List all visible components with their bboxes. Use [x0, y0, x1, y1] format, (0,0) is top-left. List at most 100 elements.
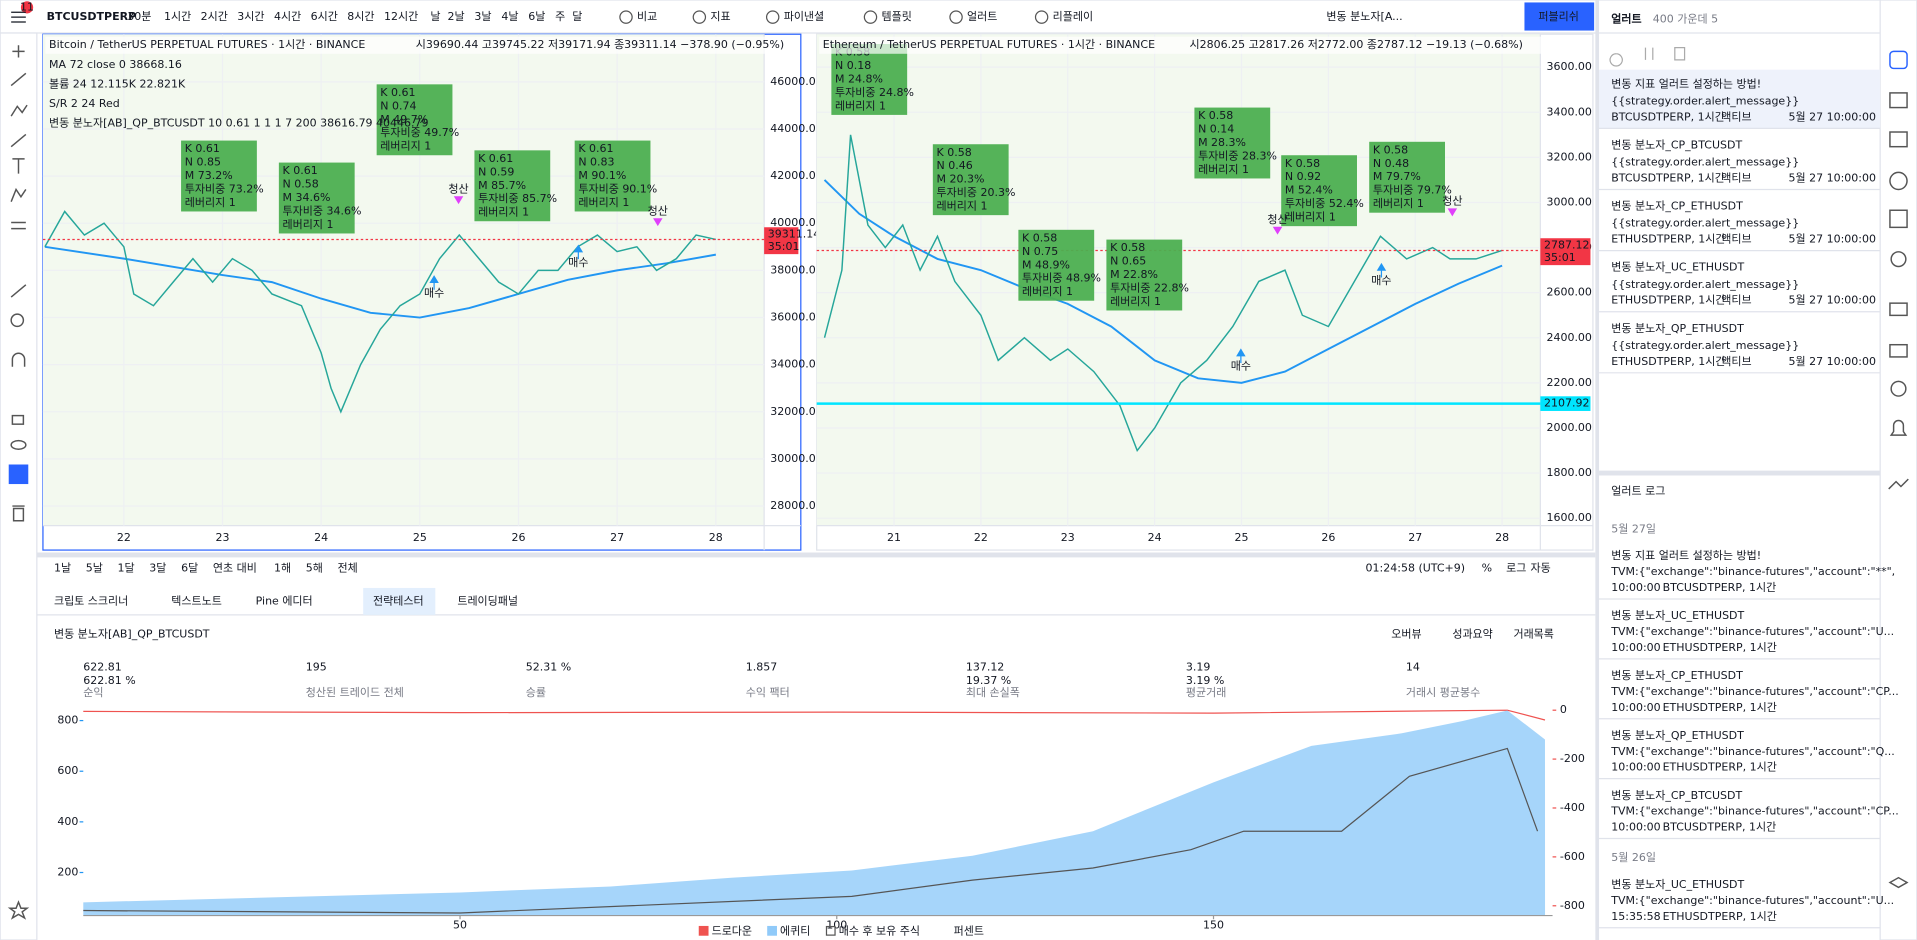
interval-button[interactable]: 6날	[528, 10, 545, 23]
scale-button[interactable]: 로그	[1506, 561, 1526, 574]
order-box-line: N 0.85	[185, 156, 221, 169]
layout-name[interactable]: 변동 분노자[A...	[1326, 10, 1402, 23]
price-line	[823, 134, 1503, 453]
range-button[interactable]: 6달	[181, 561, 198, 574]
interval-button[interactable]: 8시간	[347, 10, 374, 23]
grid-icon[interactable]	[1889, 209, 1908, 229]
zoom-tool[interactable]	[10, 313, 25, 328]
publish-button[interactable]	[1524, 2, 1595, 31]
calendar-icon[interactable]	[1889, 171, 1908, 191]
order-box-line: K 0.58	[936, 146, 971, 159]
interval-button[interactable]: 1시간	[164, 10, 191, 23]
range-button[interactable]: 전체	[338, 561, 358, 574]
range-button[interactable]: 5해	[306, 560, 323, 574]
alert-name[interactable]: 변동 분노자_CP_ETHUSDT	[1611, 200, 1743, 213]
watchlist-icon[interactable]	[1889, 92, 1908, 109]
panel-tab[interactable]: 크립토 스크리너	[54, 594, 128, 607]
data-icon[interactable]	[1889, 131, 1908, 148]
delete-tool[interactable]	[12, 505, 25, 522]
eye-tool[interactable]	[10, 439, 27, 450]
view-tab[interactable]: 오버뷰	[1391, 627, 1421, 640]
legend-bg	[45, 36, 779, 54]
panel-tab[interactable]: 트레이딩패널	[457, 594, 518, 607]
interval-button[interactable]: 2시간	[201, 10, 228, 23]
star-tool[interactable]	[7, 900, 30, 920]
panel-tab[interactable]: 전략테스터	[373, 594, 424, 607]
toolbar-button[interactable]: 비교	[637, 10, 657, 23]
measure-tool[interactable]	[10, 284, 27, 298]
prediction-tool[interactable]	[11, 221, 26, 230]
pattern-tool[interactable]	[10, 187, 27, 202]
stat-value: 3.19	[1186, 660, 1211, 673]
button-icon	[1034, 10, 1049, 24]
y-tick-label: 36000.00	[770, 311, 822, 324]
signal-arrow	[1272, 226, 1283, 235]
magnet-tool[interactable]	[11, 352, 26, 367]
drawing-toolbar	[0, 32, 38, 940]
chat-icon[interactable]	[1889, 302, 1908, 317]
stream-icon[interactable]	[1889, 343, 1908, 358]
alert-symbol: BTCUSDTPERP, 1시간	[1611, 110, 1725, 123]
order-box-line: M 90.1%	[578, 169, 626, 182]
range-button[interactable]: 3달	[149, 561, 166, 574]
signal-label: 청산	[448, 182, 468, 195]
menu-icon[interactable]	[11, 11, 26, 23]
alert-name[interactable]: 변동 분노자_CP_BTCUSDT	[1611, 138, 1742, 151]
legend-label[interactable]: 에퀴티	[780, 924, 810, 937]
text-tool[interactable]	[12, 158, 25, 174]
symbol[interactable]: BTCUSDTPERP	[47, 10, 137, 23]
toolbar-button[interactable]: 얼러트	[967, 9, 997, 23]
interval-button[interactable]: 30분	[127, 10, 151, 23]
interval-button[interactable]: 4날	[501, 10, 518, 23]
x-tick-label: 22	[974, 531, 988, 544]
publish-label: 퍼블리쉬	[1538, 10, 1578, 23]
brush-tool[interactable]	[10, 133, 27, 148]
interval-button[interactable]: 2날	[448, 10, 465, 23]
toolbar-button[interactable]: 파이낸셜	[784, 10, 824, 23]
range-button[interactable]: 1날	[54, 561, 71, 574]
idea-icon[interactable]	[1890, 251, 1907, 268]
panel-tab[interactable]: Pine 에디터	[256, 594, 313, 607]
interval-button[interactable]: 12시간	[384, 10, 418, 23]
cross-tool[interactable]	[12, 45, 25, 58]
legend-label[interactable]: 드로다운	[712, 924, 752, 937]
interval-button[interactable]: 3날	[474, 10, 491, 23]
trade-icon[interactable]	[1888, 478, 1909, 490]
alert-icon[interactable]	[1889, 50, 1908, 70]
view-tab[interactable]: 성과요약	[1452, 626, 1492, 640]
interval-button[interactable]: 날	[430, 10, 440, 23]
ohlc-values: 시2806.25 고2817.26 저2772.00 종2787.12 −19.…	[1190, 38, 1523, 51]
line-tool[interactable]	[10, 72, 27, 87]
interval-button[interactable]: 3시간	[237, 10, 264, 23]
lock-tool[interactable]	[11, 414, 25, 425]
toolbar-button[interactable]: 리플레이	[1053, 10, 1093, 23]
interval-button[interactable]: 주	[555, 10, 565, 23]
range-button[interactable]: 5날	[86, 561, 103, 574]
interval-button[interactable]: 달	[572, 10, 582, 23]
signal-icon[interactable]	[1890, 380, 1907, 397]
clock: 01:24:58 (UTC+9)	[1366, 561, 1466, 574]
layers-icon[interactable]	[1888, 876, 1909, 889]
scale-button[interactable]: 자동	[1531, 561, 1551, 574]
interval-button[interactable]: 6시간	[311, 10, 338, 23]
toolbar-button[interactable]: 템플릿	[881, 10, 911, 23]
range-button[interactable]: 1해	[274, 560, 291, 574]
log-message: TVM:{"exchange":"binance-futures","accou…	[1610, 625, 1894, 638]
alert-name[interactable]: 변동 분노자_UC_ETHUSDT	[1611, 261, 1744, 274]
link-tool[interactable]	[8, 464, 29, 485]
side-icons	[1888, 50, 1909, 889]
fib-tool[interactable]	[10, 104, 28, 117]
notify-icon[interactable]	[1889, 419, 1908, 436]
legend-label[interactable]: 퍼센트	[954, 924, 984, 937]
scale-button[interactable]: %	[1482, 561, 1492, 574]
toolbar-button[interactable]: 지표	[710, 10, 730, 23]
view-tab[interactable]: 거래목록	[1513, 627, 1553, 640]
range-button[interactable]: 1달	[118, 561, 135, 574]
panel-tab[interactable]: 텍스트노트	[171, 594, 222, 607]
alert-name[interactable]: 변동 지표 얼러트 설정하는 방법!	[1611, 76, 1761, 90]
range-button[interactable]: 연초 대비	[213, 561, 257, 574]
active-tab	[363, 587, 436, 615]
interval-button[interactable]: 4시간	[274, 10, 301, 23]
legend-label[interactable]: 매수 후 보유 주식	[839, 924, 920, 937]
alert-name[interactable]: 변동 분노자_QP_ETHUSDT	[1611, 322, 1744, 335]
